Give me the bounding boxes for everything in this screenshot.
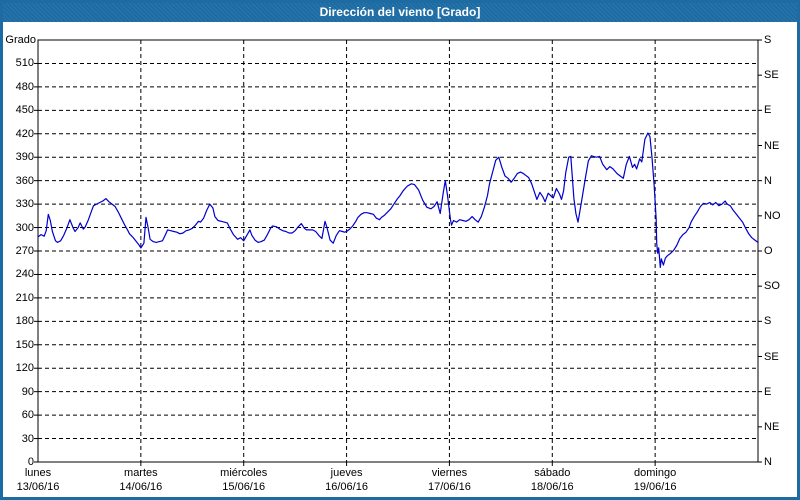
compass-tick-label: N [764,174,772,187]
compass-tick-label: S [764,315,772,328]
x-axis-date-label: 17/06/16 [428,481,471,493]
compass-tick-label: SE [764,69,779,82]
x-axis-date-label: 16/06/16 [325,481,368,493]
compass-tick-label: SE [764,350,779,363]
chart-panel: Grado 0 30 60 90 120 150 180 210 240 270 300 330 360… [3,22,797,497]
x-axis-weekday-label: sábado [534,467,571,479]
x-axis-weekday-label: viernes [431,467,468,479]
compass-tick-label: E [764,385,772,398]
y-axis-tick-label: 360 [15,174,34,187]
y-axis-tick-label: 30 [21,432,34,445]
compass-tick-label: NE [764,139,780,152]
y-axis-tick-label: 90 [21,385,34,398]
plot-area [34,39,762,466]
x-axis-date-label: 18/06/16 [530,481,574,493]
chart-title: Dirección del viento [Grado] [319,5,481,19]
y-axis-tick-label: 480 [15,80,34,93]
x-axis-weekday-label: domingo [634,467,677,479]
y-axis-tick-label: 420 [15,127,34,140]
y-axis-tick-label: 210 [15,291,34,304]
y-axis-tick-label: 150 [15,338,34,351]
y-axis-tick-label: 180 [15,315,34,328]
x-axis-date-label: 13/06/16 [16,481,60,493]
x-axis-date-label: 19/06/16 [633,481,677,493]
x-axis-weekday-label: miércoles [220,467,268,479]
x-axis-date-label: 14/06/16 [119,481,163,493]
y-axis-tick-label: 300 [15,221,34,234]
y-axis-tick-label: 450 [15,104,34,117]
x-axis-date-label: 15/06/16 [222,481,266,493]
y-axis-tick-label: 120 [15,362,34,375]
compass-tick-label: SO [764,280,780,293]
y-axis-tick-label: 390 [15,151,34,164]
wind-direction-series-line [37,132,759,268]
compass-tick-label: E [764,104,772,117]
compass-tick-label: NO [764,209,781,222]
y-axis-tick-label: 510 [15,57,34,70]
compass-tick-label: O [764,245,773,257]
y-axis-tick-label: 0 [27,456,34,468]
x-axis-weekday-label: jueves [330,467,363,479]
compass-tick-label: S [764,34,772,46]
y-axis-unit-label: Grado [5,34,36,46]
x-axis-weekday-label: martes [124,467,158,479]
x-axis-weekday-label: lunes [24,467,52,479]
plot-frame [37,39,759,463]
y-axis-tick-label: 270 [15,245,34,257]
chart-title-bar: Dirección del viento [Grado] [3,3,797,22]
y-axis-tick-label: 240 [15,268,34,281]
compass-tick-label: NE [764,420,780,433]
y-axis-tick-label: 330 [15,198,34,211]
compass-tick-label: N [764,456,772,468]
y-axis-tick-label: 60 [21,409,34,422]
